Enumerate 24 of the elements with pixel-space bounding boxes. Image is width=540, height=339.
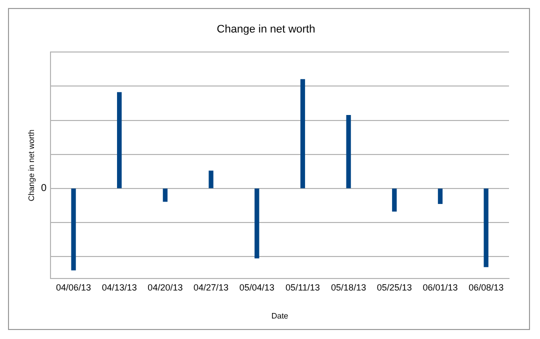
bar [117,92,122,188]
bar [71,188,76,270]
x-axis-title: Date [271,311,289,320]
x-tick-label: 05/11/13 [286,282,320,292]
bar [346,115,351,188]
x-tick-label: 04/13/13 [102,282,137,292]
bar [438,188,443,204]
bar [484,188,488,268]
bar [392,188,397,212]
x-tick-label: 06/08/13 [468,282,504,292]
text: 0 [41,183,48,194]
x-tick-label: 06/01/13 [422,282,458,292]
bar [300,79,306,188]
x-tick-label: 05/25/13 [376,282,412,292]
x-tick-label: 04/27/13 [194,282,229,292]
x-tick-label: 05/04/13 [239,282,274,292]
x-tick-label: 05/18/13 [331,282,366,292]
x-tick-label: 04/06/13 [56,282,92,292]
bar [162,188,168,202]
x-tick-label: 04/20/13 [148,282,183,292]
bar [208,170,214,188]
y-axis-title: Change in net worth [27,130,36,202]
bar [254,188,260,258]
chart-title: Change in net worth [216,24,316,36]
